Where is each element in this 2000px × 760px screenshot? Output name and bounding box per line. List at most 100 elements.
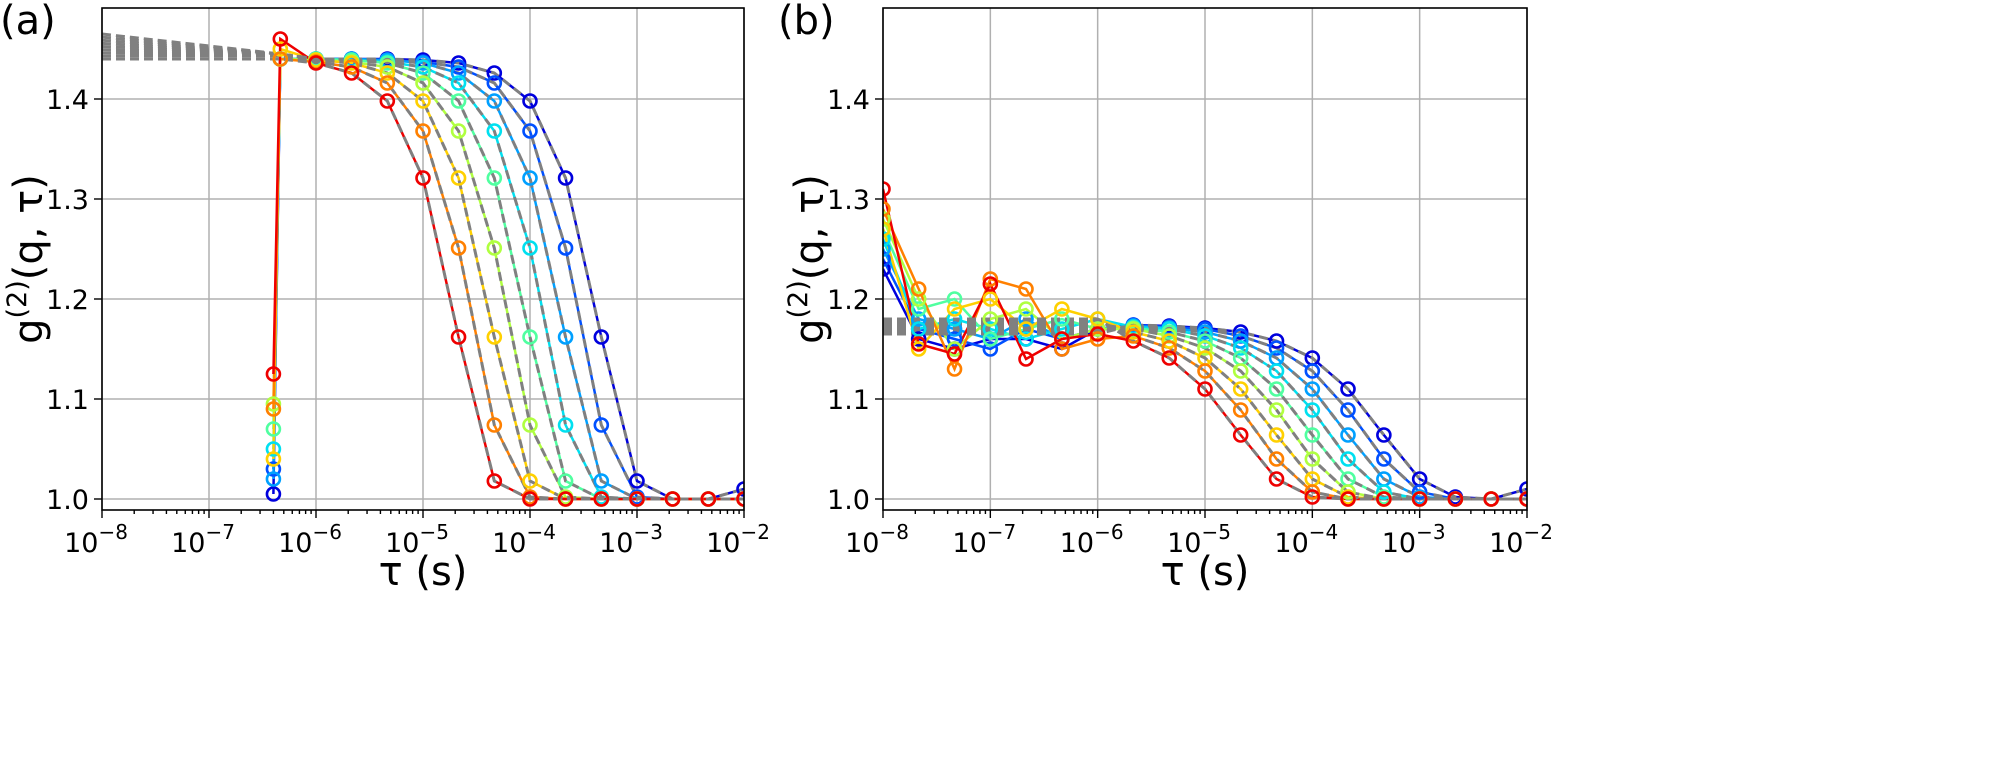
x-tick-label: 10−8 xyxy=(845,520,909,559)
panel-b: 10−8 10−7 10−6 10−5 10−4 10−3 10−21.01.11.21.3… xyxy=(778,0,1553,595)
data-point xyxy=(1054,321,1070,337)
data-point xyxy=(1161,340,1178,356)
x-tick-base: 10 xyxy=(1382,528,1416,559)
data-point xyxy=(486,93,503,109)
data-point xyxy=(343,59,360,75)
data-point xyxy=(557,491,574,507)
data-point xyxy=(1340,402,1356,418)
data-point xyxy=(982,341,999,357)
data-point xyxy=(910,331,927,347)
x-tick-exponent: −8 xyxy=(98,520,127,544)
y-tick-label: 1.4 xyxy=(827,85,870,116)
data-point xyxy=(1304,484,1321,500)
data-point xyxy=(265,461,282,477)
x-tick-exponent: −7 xyxy=(987,520,1016,544)
data-point xyxy=(1197,381,1213,397)
x-tick-label: 10−5 xyxy=(385,520,449,559)
data-point xyxy=(910,321,927,337)
data-point xyxy=(1304,427,1321,443)
data-point xyxy=(522,329,538,345)
data-point xyxy=(982,276,999,292)
y-axis-label: g(2)(q, τ) xyxy=(783,174,833,344)
data-point xyxy=(379,59,396,75)
data-point xyxy=(946,321,963,337)
series-line xyxy=(272,57,744,501)
data-point xyxy=(1018,321,1034,337)
data-point xyxy=(1232,402,1249,418)
data-point xyxy=(1268,471,1285,487)
data-point xyxy=(910,301,927,317)
data-point xyxy=(272,51,289,67)
data-point xyxy=(1018,331,1034,347)
data-point xyxy=(522,93,538,109)
plot-area xyxy=(883,181,1527,507)
data-point xyxy=(1304,402,1321,418)
x-tick-label: 10−4 xyxy=(492,520,556,559)
fit-line xyxy=(102,54,744,501)
x-tick-base: 10 xyxy=(492,528,526,559)
y-tick-label: 1.1 xyxy=(46,385,89,416)
data-point xyxy=(1268,363,1285,379)
data-point xyxy=(736,481,744,497)
data-point xyxy=(1018,281,1034,297)
data-point xyxy=(557,240,574,256)
series-line xyxy=(272,57,744,501)
y-label-superscript: (2) xyxy=(2,280,33,318)
y-label-superscript: (2) xyxy=(783,280,814,318)
data-point xyxy=(1089,331,1106,347)
data-point xyxy=(1232,427,1249,443)
x-tick-label: 10−6 xyxy=(278,520,342,559)
series-line xyxy=(272,57,744,501)
series-line xyxy=(272,57,744,501)
y-tick-label: 1.3 xyxy=(46,185,89,216)
data-point xyxy=(664,491,681,507)
data-point xyxy=(1161,333,1178,349)
data-point xyxy=(946,361,963,377)
data-point xyxy=(1304,489,1321,505)
data-point xyxy=(883,231,891,247)
data-point xyxy=(910,341,927,357)
data-point xyxy=(1232,381,1249,397)
x-tick-label: 10−3 xyxy=(1382,520,1446,559)
data-point xyxy=(1125,328,1142,344)
data-point xyxy=(883,251,891,267)
data-point xyxy=(1268,340,1285,356)
data-point xyxy=(883,261,891,277)
data-point xyxy=(1340,451,1356,467)
data-point xyxy=(1483,491,1500,507)
x-tick-exponent: −6 xyxy=(312,520,341,544)
x-tick-label: 10−3 xyxy=(599,520,663,559)
data-point xyxy=(522,123,538,139)
x-tick-exponent: −7 xyxy=(205,520,234,544)
x-tick-exponent: −2 xyxy=(1523,520,1552,544)
data-point xyxy=(883,201,891,217)
data-point xyxy=(486,473,503,489)
data-point xyxy=(910,336,927,352)
data-point xyxy=(1054,341,1070,357)
x-tick-exponent: −5 xyxy=(1201,520,1230,544)
data-point xyxy=(450,93,467,109)
data-point xyxy=(1232,363,1249,379)
data-point xyxy=(486,417,503,433)
x-tick-base: 10 xyxy=(64,528,98,559)
y-tick-label: 1.2 xyxy=(46,285,89,316)
data-point xyxy=(1268,402,1285,418)
data-point xyxy=(883,181,891,197)
series-line xyxy=(272,57,744,501)
data-point xyxy=(593,417,610,433)
data-point xyxy=(910,281,927,297)
data-point xyxy=(415,75,431,91)
data-point xyxy=(265,421,282,437)
y-axis-label: g(2)(q, τ) xyxy=(2,174,52,344)
data-point xyxy=(265,486,282,502)
panel-label: (b) xyxy=(778,0,835,44)
data-point xyxy=(982,311,999,327)
data-point xyxy=(415,93,431,109)
data-point xyxy=(486,123,503,139)
data-point xyxy=(379,75,396,91)
data-point xyxy=(946,301,963,317)
x-tick-base: 10 xyxy=(1060,528,1094,559)
data-point xyxy=(486,329,503,345)
data-point xyxy=(1519,481,1527,497)
x-tick-exponent: −3 xyxy=(1416,520,1445,544)
